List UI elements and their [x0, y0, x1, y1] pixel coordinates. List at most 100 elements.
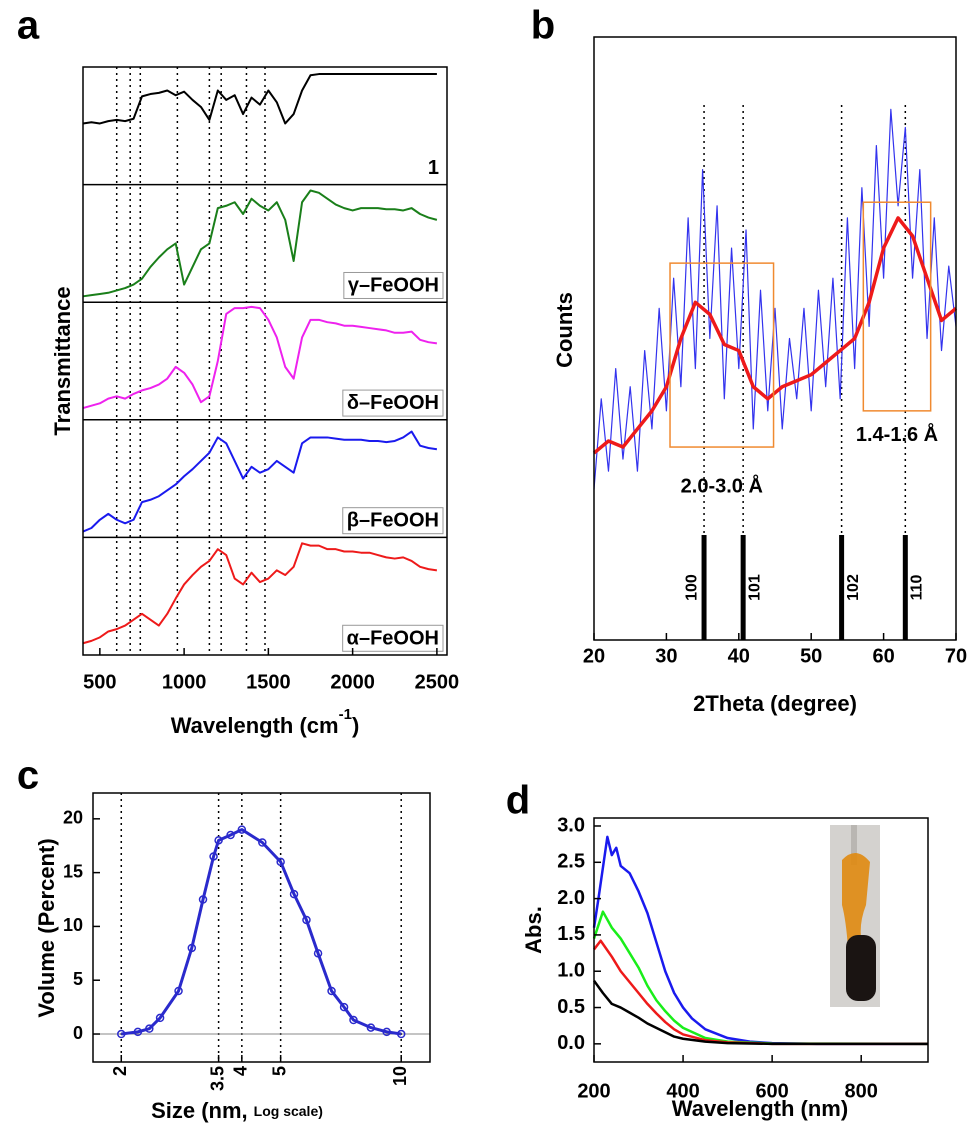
- x-tick-label: 4: [231, 1066, 251, 1076]
- y-tick-label: 15: [63, 861, 83, 881]
- data-line: [82, 305, 438, 410]
- data-point: [366, 1023, 376, 1032]
- annotation-box: [669, 262, 775, 448]
- x-tick-label: 2: [110, 1066, 130, 1076]
- data-line: [82, 189, 438, 298]
- y-tick-label: 10: [63, 915, 83, 935]
- series-label: α–FeOOH: [347, 627, 439, 649]
- x-tick-label: 3.5: [207, 1066, 227, 1091]
- x-axis-title-part: Log scale): [254, 1103, 323, 1119]
- data-point: [145, 1024, 154, 1033]
- x-tick-label: 60: [872, 645, 894, 667]
- data-point: [382, 1027, 391, 1037]
- data-line: [121, 828, 402, 1036]
- series-label: δ–FeOOH: [347, 392, 439, 414]
- y-axis-title: Volume (Percent): [34, 838, 59, 1017]
- series-label-box: [343, 271, 444, 299]
- x-tick-label: 800: [845, 1080, 878, 1102]
- data-point: [187, 943, 197, 953]
- y-tick-label: 0: [73, 1023, 83, 1043]
- panel-label: d: [506, 779, 530, 823]
- data-line: [593, 108, 957, 490]
- series-label: β–FeOOH: [347, 510, 439, 532]
- x-axis-title: Wavelength (cm-1): [171, 706, 360, 738]
- series-label-box: [342, 507, 444, 535]
- reference-peak-label: 100: [683, 574, 700, 601]
- x-tick-label: 10: [390, 1066, 410, 1086]
- data-line: [592, 979, 928, 1046]
- y-tick-label: 0.0: [557, 1032, 585, 1054]
- photo-tube-top: [851, 825, 857, 865]
- data-point: [226, 830, 235, 840]
- y-tick-label: 1.0: [557, 960, 585, 982]
- y-axis-title: Abs.: [521, 906, 546, 954]
- x-axis-title-part: ): [352, 713, 359, 738]
- panel-label: c: [17, 754, 39, 798]
- y-tick-label: 3.0: [557, 814, 585, 836]
- x-axis-title: Wavelength (nm): [672, 1096, 848, 1121]
- y-axis-title: Transmittance: [50, 286, 75, 435]
- x-tick-label: 200: [577, 1080, 610, 1102]
- x-tick-label: 2000: [330, 671, 375, 693]
- photo-film: [842, 852, 870, 948]
- y-tick-label: 1.5: [557, 923, 585, 945]
- y-tick-label: 5: [73, 969, 83, 989]
- panel-label: b: [531, 4, 555, 48]
- photo-liquid: [846, 935, 876, 1001]
- data-point: [214, 836, 223, 845]
- y-tick-label: 0.5: [557, 996, 585, 1018]
- data-point: [237, 825, 247, 834]
- reference-peak-label: 101: [746, 574, 763, 601]
- annotation-label: 2.0-3.0 Å: [681, 473, 763, 497]
- x-tick-label: 2500: [415, 671, 460, 693]
- y-tick-label: 2.5: [557, 851, 585, 873]
- x-axis-title: Size (nm, Log scale): [151, 1098, 323, 1123]
- plot-frame: [593, 817, 929, 1063]
- data-line: [82, 542, 438, 645]
- data-point: [289, 889, 299, 899]
- data-line: [82, 73, 437, 125]
- x-tick-label: 500: [83, 671, 116, 693]
- x-tick-label: 40: [728, 645, 750, 667]
- x-tick-label: 1000: [162, 671, 207, 693]
- y-tick-label: 20: [63, 808, 83, 828]
- x-tick-label: 400: [666, 1080, 699, 1102]
- x-axis-title-part: -1: [339, 706, 352, 723]
- x-tick-label: 30: [655, 645, 677, 667]
- series-label: γ–FeOOH: [348, 274, 439, 296]
- data-point: [302, 915, 311, 925]
- reference-peak-label: 110: [909, 574, 926, 600]
- data-point: [155, 1013, 165, 1023]
- data-point: [198, 895, 208, 904]
- panel-label: a: [17, 4, 40, 48]
- x-tick-label: 20: [583, 645, 605, 667]
- series-label-box: [342, 389, 444, 417]
- plot-frame: [82, 66, 448, 656]
- x-tick-label: 70: [945, 645, 967, 667]
- plot-frame: [92, 792, 431, 1063]
- series-label: 1: [428, 157, 439, 179]
- x-axis-title-part: Size (nm,: [151, 1098, 248, 1123]
- data-line: [592, 216, 958, 455]
- annotation-label: 1.4-1.6 Å: [856, 422, 938, 446]
- y-tick-label: 2.0: [557, 887, 585, 909]
- y-axis-title: Counts: [552, 292, 577, 368]
- plot-frame: [593, 36, 957, 641]
- data-point: [327, 986, 336, 996]
- data-point: [174, 986, 183, 996]
- data-point: [209, 852, 218, 861]
- x-axis-title-part: Wavelength (cm: [171, 713, 339, 738]
- data-point: [276, 857, 285, 867]
- data-point: [133, 1027, 143, 1037]
- reference-peak-label: 102: [845, 574, 862, 601]
- data-point: [258, 838, 267, 847]
- x-tick-label: 1500: [246, 671, 291, 693]
- data-point: [313, 949, 323, 958]
- data-line: [82, 430, 438, 533]
- data-point: [349, 1015, 358, 1025]
- data-point: [339, 1002, 349, 1012]
- series-label-box: [342, 624, 444, 652]
- annotation-box: [862, 201, 932, 412]
- x-tick-label: 600: [755, 1080, 788, 1102]
